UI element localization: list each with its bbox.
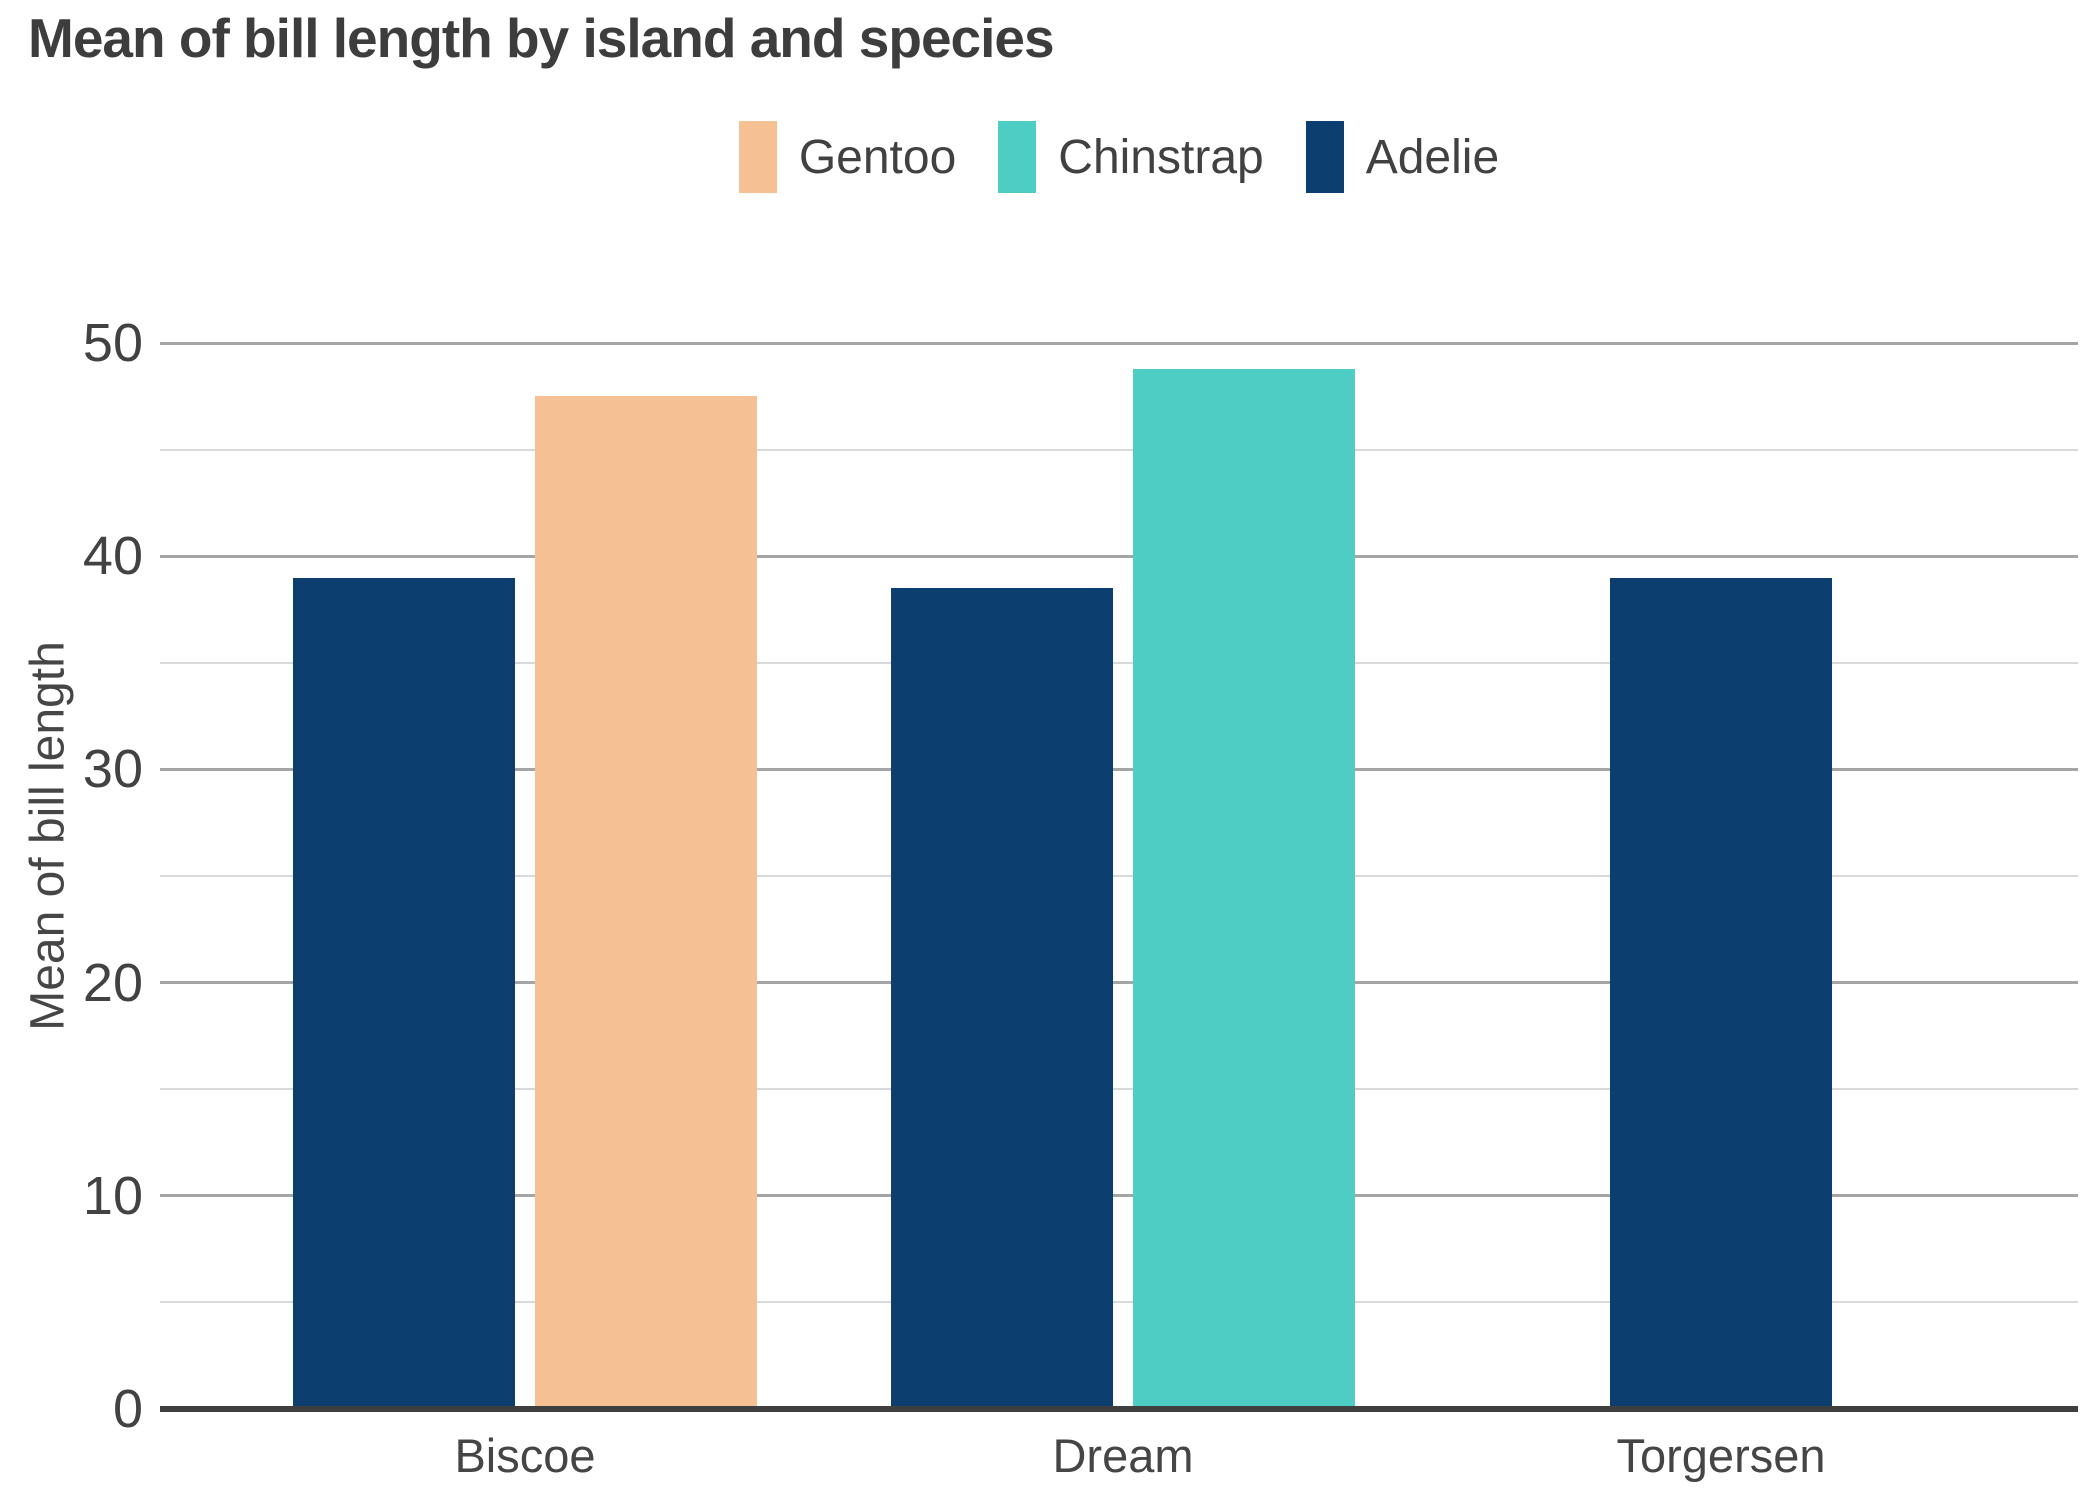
x-tick-label-biscoe: Biscoe — [454, 1429, 596, 1482]
y-tick-label-0: 0 — [112, 1379, 143, 1439]
bar-torgersen-adelie — [1610, 577, 1832, 1409]
bar-biscoe-adelie — [293, 577, 515, 1409]
gridline-minor-25 — [160, 875, 2078, 877]
gridline-minor-5 — [160, 1301, 2078, 1304]
legend-swatch-chinstrap — [998, 121, 1037, 193]
y-tick-label-50: 50 — [82, 313, 143, 373]
gridline-minor-35 — [160, 661, 2078, 664]
x-axis-baseline — [160, 1406, 2078, 1412]
gridline-minor-15 — [160, 1088, 2078, 1091]
y-tick-label-10: 10 — [82, 1165, 143, 1226]
x-tick-label-torgersen: Torgersen — [1616, 1429, 1826, 1482]
legend-item-adelie: Adelie — [1305, 121, 1500, 193]
gridline-major-20 — [160, 981, 2078, 985]
y-tick-label-40: 40 — [82, 526, 143, 587]
legend-swatch-gentoo — [738, 121, 777, 193]
bar-dream-chinstrap — [1133, 368, 1355, 1409]
gridline-major-40 — [160, 554, 2078, 558]
legend-label-chinstrap: Chinstrap — [1058, 130, 1264, 184]
bar-dream-adelie — [891, 588, 1113, 1409]
gridline-minor-45 — [160, 448, 2078, 451]
gridline-major-10 — [160, 1194, 2078, 1198]
y-tick-label-20: 20 — [82, 952, 143, 1013]
gridline-major-30 — [160, 767, 2078, 771]
legend: Gentoo Chinstrap Adelie — [160, 118, 2078, 196]
legend-item-gentoo: Gentoo — [738, 121, 957, 193]
x-tick-label-dream: Dream — [1052, 1429, 1194, 1482]
chart-title: Mean of bill length by island and specie… — [28, 7, 1055, 69]
y-tick-label-30: 30 — [82, 739, 143, 800]
plot-area — [160, 341, 2078, 1412]
legend-label-adelie: Adelie — [1365, 130, 1500, 184]
legend-swatch-adelie — [1305, 121, 1344, 193]
legend-label-gentoo: Gentoo — [798, 130, 957, 184]
bar-biscoe-gentoo — [535, 396, 757, 1409]
legend-item-chinstrap: Chinstrap — [998, 121, 1264, 193]
gridline-major-50 — [160, 341, 2078, 345]
